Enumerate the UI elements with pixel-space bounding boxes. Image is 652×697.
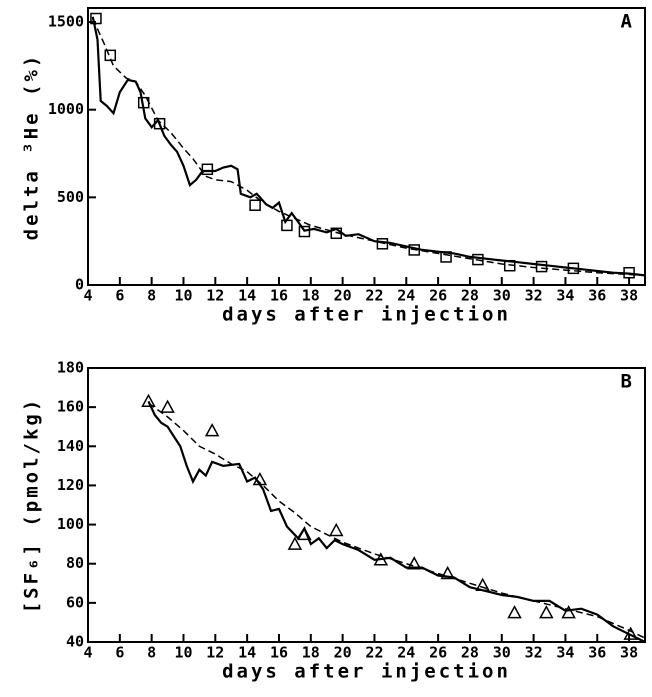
square-marker <box>535 260 548 273</box>
triangle-marker <box>297 526 312 541</box>
triangle-marker <box>623 626 638 640</box>
x-tick-label: 14 <box>238 644 256 662</box>
y-tick-label: 100 <box>57 515 84 533</box>
y-tick-label: 180 <box>57 359 84 377</box>
square-marker <box>503 259 516 272</box>
triangle-marker <box>252 471 268 486</box>
x-tick-label: 34 <box>556 287 574 305</box>
square-marker <box>281 219 293 232</box>
x-tick-label: 24 <box>397 287 415 305</box>
x-tick-label: 18 <box>302 287 320 305</box>
x-tick-label: 30 <box>493 287 511 305</box>
x-tick-label: 22 <box>365 287 383 305</box>
y-tick-label: 60 <box>66 593 84 611</box>
y-tick-label: 1500 <box>48 13 84 31</box>
triangle-marker <box>561 605 576 619</box>
y-tick-label: 500 <box>57 188 84 206</box>
square-marker <box>137 96 150 109</box>
x-tick-label: 12 <box>206 287 224 305</box>
x-tick-label: 38 <box>620 287 638 305</box>
x-tick-label: 22 <box>365 644 383 662</box>
x-axis-label: days after injection <box>222 304 511 326</box>
panel-label: B <box>621 371 635 393</box>
x-tick-label: 38 <box>620 644 638 662</box>
x-tick-label: 10 <box>174 644 192 662</box>
square-marker <box>408 244 420 256</box>
y-axis-label: delta ³He (%) <box>21 53 43 241</box>
x-tick-label: 4 <box>83 644 92 662</box>
x-tick-label: 14 <box>238 287 256 305</box>
x-tick-label: 18 <box>302 644 320 662</box>
x-tick-label: 20 <box>334 287 352 305</box>
triangle-marker <box>204 423 220 437</box>
square-marker <box>104 49 117 62</box>
x-tick-label: 32 <box>525 287 543 305</box>
triangle-marker <box>507 605 522 619</box>
x-tick-label: 6 <box>115 287 124 305</box>
x-tick-label: 26 <box>429 287 447 305</box>
square-marker <box>201 163 214 176</box>
square-marker <box>330 227 343 240</box>
triangle-marker <box>141 393 156 408</box>
triangle-marker <box>406 556 422 570</box>
x-tick-label: 8 <box>147 644 156 662</box>
x-tick-label: 30 <box>493 644 511 662</box>
x-tick-label: 32 <box>525 644 543 662</box>
y-tick-label: 140 <box>57 437 84 455</box>
triangle-marker <box>287 536 303 550</box>
y-tick-label: 160 <box>57 398 84 416</box>
y-tick-label: 120 <box>57 476 84 494</box>
x-tick-label: 20 <box>334 644 352 662</box>
x-tick-label: 26 <box>429 644 447 662</box>
square-marker <box>90 12 102 25</box>
x-tick-label: 12 <box>206 644 224 662</box>
y-tick-label: 1000 <box>48 100 84 118</box>
x-tick-label: 10 <box>174 287 192 305</box>
x-axis-label: days after injection <box>222 661 511 683</box>
square-marker <box>153 117 166 130</box>
square-marker <box>376 238 389 250</box>
y-tick-label: 40 <box>66 633 84 651</box>
x-tick-label: 16 <box>270 644 288 662</box>
square-marker <box>440 251 452 263</box>
x-tick-label: 36 <box>588 287 606 305</box>
triangle-marker <box>475 577 490 591</box>
dashed-line <box>148 402 646 639</box>
y-tick-label: 80 <box>66 554 84 572</box>
triangle-marker <box>160 399 175 413</box>
square-marker <box>567 262 580 275</box>
triangle-marker <box>539 605 554 619</box>
square-marker <box>298 225 311 238</box>
triangle-marker <box>328 522 344 537</box>
x-tick-label: 8 <box>147 287 156 305</box>
panel-label: A <box>621 11 635 33</box>
y-axis-label: [SF₆] (pmol/kg) <box>21 397 43 614</box>
triangle-marker <box>440 565 455 580</box>
square-marker <box>623 266 635 279</box>
dashed-line <box>92 18 646 277</box>
square-marker <box>249 199 261 211</box>
x-tick-label: 4 <box>83 287 92 305</box>
plot-frame <box>87 7 646 286</box>
x-tick-label: 34 <box>556 644 574 662</box>
plot-frame <box>87 367 646 643</box>
x-tick-label: 24 <box>397 644 415 662</box>
triangle-marker <box>373 552 389 566</box>
square-marker <box>472 253 484 266</box>
solid-line <box>147 400 646 643</box>
x-tick-label: 28 <box>461 644 479 662</box>
x-tick-label: 16 <box>270 287 288 305</box>
x-tick-label: 6 <box>115 644 124 662</box>
y-tick-label: 0 <box>75 276 84 294</box>
x-tick-label: 28 <box>461 287 479 305</box>
x-tick-label: 36 <box>588 644 606 662</box>
solid-line <box>91 16 646 277</box>
